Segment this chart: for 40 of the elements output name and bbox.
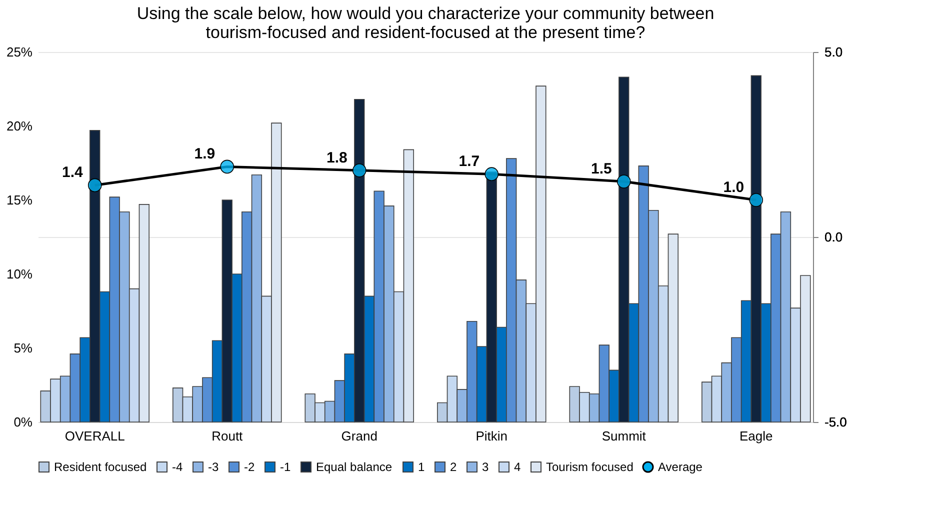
legend-label: -4	[172, 460, 183, 474]
y2-tick-label: -5.0	[824, 414, 847, 430]
point	[220, 160, 234, 174]
y-tick-label: 0%	[14, 414, 33, 430]
y-tick-label: 15%	[6, 192, 33, 208]
y-tick-label: 10%	[6, 266, 33, 282]
legend-label: 2	[450, 460, 457, 474]
point	[352, 163, 366, 178]
x-tick-label: Eagle	[740, 428, 773, 444]
y-tick-label: 25%	[6, 44, 33, 60]
legend-label: -2	[244, 460, 255, 474]
legend-label: Resident focused	[54, 460, 147, 474]
data-label: 1.8	[326, 149, 348, 166]
legend-label: -1	[280, 460, 291, 474]
point	[484, 167, 499, 182]
x-tick-label: Pitkin	[476, 428, 508, 444]
x-tick-label: Summit	[602, 428, 646, 444]
legend-label: 4	[514, 460, 521, 474]
chart-title: Using the scale below, how would you characterize your community between tourism-focused and resident-focused at the present time?	[136, 4, 714, 42]
legend-label: Average	[658, 460, 703, 474]
data-label: 1.0	[723, 179, 744, 196]
x-tick-label: Grand	[341, 428, 378, 444]
point	[88, 178, 102, 192]
y-tick-label: 20%	[6, 118, 33, 134]
legend-label: 3	[482, 460, 489, 474]
point	[616, 174, 631, 188]
y2-tick-label: 5.0	[824, 44, 843, 60]
x-tick-label: Routt	[212, 428, 244, 444]
data-label: 1.4	[62, 164, 84, 182]
legend-label: Equal balance	[316, 460, 392, 474]
legend-label: Tourism focused	[546, 460, 634, 474]
data-label: 1.9	[194, 146, 216, 163]
legend-label: 1	[418, 460, 425, 474]
y-tick-label: 5%	[14, 340, 33, 356]
legend-label: -3	[208, 460, 219, 474]
x-tick-label: OVERALL	[64, 428, 125, 444]
data-label: 1.7	[458, 153, 480, 170]
data-label: 1.5	[591, 160, 612, 178]
point	[749, 193, 764, 207]
y2-tick-label: 0.0	[824, 230, 843, 244]
